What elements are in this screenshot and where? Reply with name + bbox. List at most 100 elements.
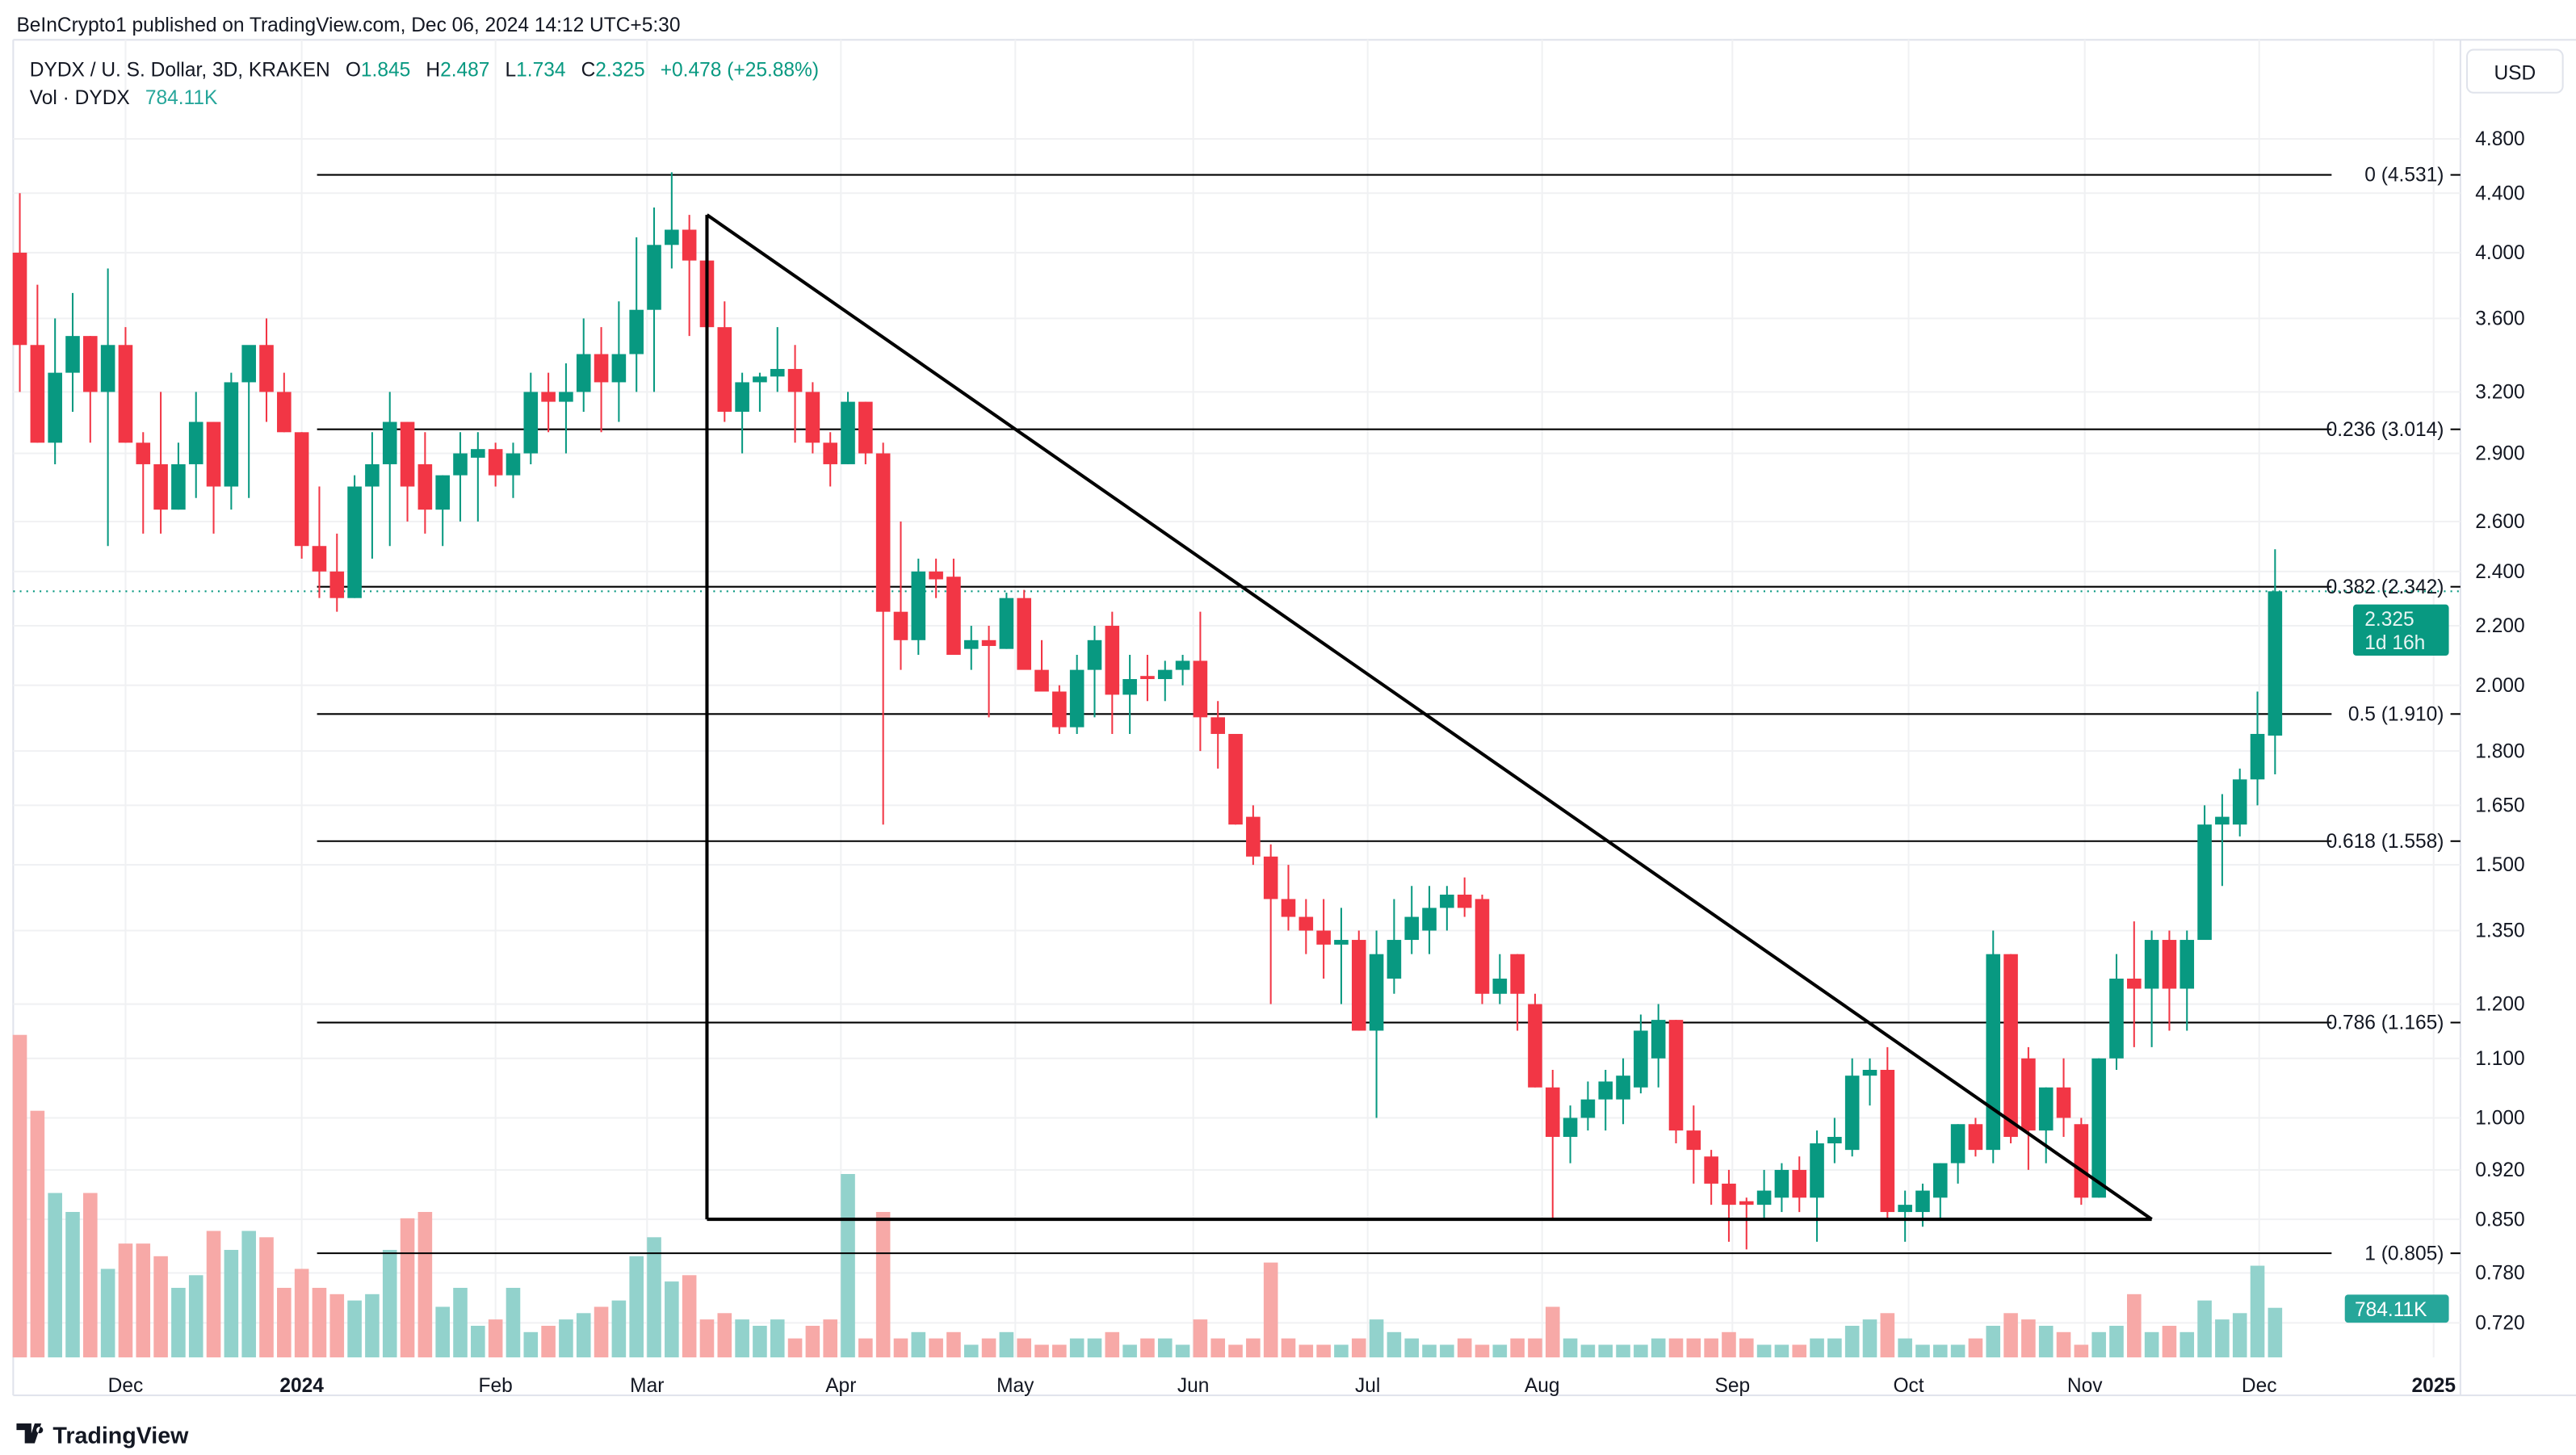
bar-countdown: 1d 16h [2364,632,2425,654]
candle [1316,899,1331,979]
price-tick-label: 1.100 [2475,1048,2524,1070]
candle-body [1369,954,1384,1031]
volume-value: 784.11K [145,87,218,109]
volume-bar [1528,1338,1542,1358]
candle-body [347,486,362,598]
candle-body [30,345,45,443]
price-axis[interactable]: 4.800 4.400 4.000 3.600 3.200 2.900 2.600 2.400… [2475,128,2524,1334]
candle-body [1175,660,1190,670]
candle [506,442,521,498]
candle [365,432,380,559]
volume-bar [1968,1338,1983,1358]
price-tick-label: 4.800 [2475,128,2524,150]
candle [2038,1087,2054,1164]
volume-bar [417,1211,433,1358]
candle-body [400,421,415,487]
candle [1140,654,1155,702]
candle-body [1351,940,1366,1031]
candle [999,592,1014,649]
candle-body [241,345,256,383]
price-tick-label: 2.000 [2475,675,2524,697]
candle [417,432,433,534]
candle [118,327,133,443]
candle [294,432,309,559]
candle [629,237,644,392]
volume-bar [2003,1313,2018,1358]
candle [1422,886,1437,954]
candle [2268,549,2283,775]
tradingview-logo-icon [16,1423,44,1444]
candle [400,421,415,522]
volume-bar [999,1331,1014,1358]
candle-body [188,421,203,464]
candle-body [1616,1076,1630,1100]
volume-bar [1898,1338,1912,1358]
volume-bar [1157,1338,1173,1358]
volume-bar [1457,1338,1472,1358]
candle-body [1228,733,1243,825]
volume-bar [1298,1344,1314,1358]
candle [1210,701,1226,769]
candle-body [1017,598,1032,670]
candle-body [770,368,785,377]
candle-body [488,449,503,476]
candle-body [417,463,433,510]
candle-body [981,639,996,647]
candle [1510,954,1525,1031]
candle [2091,1058,2106,1198]
candle [1069,654,1085,734]
candle [1810,1130,1824,1242]
volume-bar [1810,1338,1824,1358]
candle-body [12,252,27,346]
candle-body [717,327,732,412]
candle [382,392,397,547]
volume-bar [2144,1331,2159,1358]
candle [2021,1046,2036,1170]
volume-bar [488,1319,503,1358]
candle-body [1880,1069,1895,1213]
candle-body [893,611,908,640]
volume-bar [1722,1331,1736,1358]
candle [48,318,62,464]
candle [1668,1020,1684,1144]
currency-button[interactable]: USD [2466,48,2564,94]
candle-body [682,229,697,261]
volume-bar [1739,1338,1754,1358]
volume-bar [2268,1307,2283,1358]
candle [1457,877,1472,917]
candle-body [1704,1156,1718,1184]
candle [2215,794,2230,887]
candles [12,172,2283,1250]
candle-body [1528,1004,1542,1088]
candle [1827,1117,1842,1164]
high-value: 2.487 [440,59,489,81]
volume-bars [12,1034,2283,1358]
candle-body [1422,908,1437,931]
candle [875,442,891,825]
volume-bar [929,1338,943,1358]
volume-bar [1545,1306,1560,1358]
candle-body [2003,954,2018,1138]
candle-body [2250,733,2265,780]
candle-body [1387,940,1402,979]
candle-body [1810,1143,1824,1198]
volume-bar [2232,1313,2247,1358]
candle [523,372,539,464]
candle-body [858,401,873,454]
candle [981,626,996,718]
volume-bar [1616,1344,1630,1358]
tradingview-logo[interactable]: TradingView [16,1423,189,1449]
candle-body [2180,940,2195,989]
candle [963,626,979,670]
volume-bar [841,1173,855,1358]
volume-bar [1122,1344,1137,1358]
volume-bar [259,1237,274,1358]
volume-bar [523,1331,539,1358]
candle-body [735,382,749,412]
candle-body [118,345,133,443]
candle [435,475,450,547]
triangle-drawing[interactable] [705,213,2153,1222]
candle-body [312,546,327,572]
time-axis[interactable]: Dec 2024 Feb Mar Apr May Jun Jul Aug Sep Oct Nov Dec… [108,1375,2456,1397]
